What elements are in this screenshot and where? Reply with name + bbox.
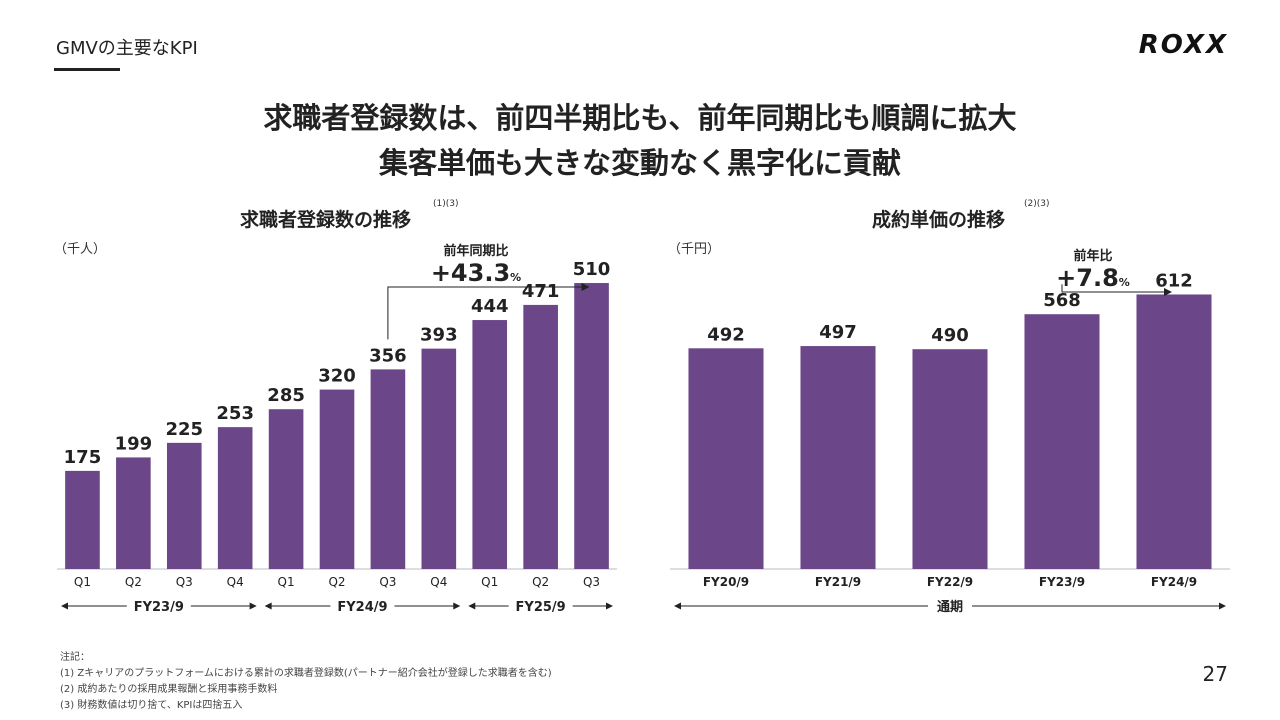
bar [688, 348, 764, 569]
data-label: 510 [573, 259, 611, 280]
bar [1024, 314, 1100, 569]
growth-value: +43.3% [431, 259, 521, 287]
bar [912, 349, 988, 569]
data-label: 253 [216, 403, 254, 424]
bar [166, 442, 202, 569]
data-label: 356 [369, 345, 407, 366]
group-arrowhead-left [674, 602, 681, 610]
bar [574, 283, 609, 569]
group-label: FY24/9 [337, 600, 387, 615]
growth-value-unit: % [1119, 276, 1130, 289]
x-tick-label: Q4 [430, 575, 447, 589]
growth-value-unit: % [510, 271, 521, 284]
growth-arrowhead [1164, 288, 1172, 296]
data-label: 225 [165, 419, 203, 440]
growth-value-number: +43.3 [431, 259, 510, 287]
data-label: 497 [819, 322, 857, 343]
x-tick-label: Q1 [481, 575, 498, 589]
headline-line-1: 求職者登録数は、前四半期比も、前年同期比も順調に拡大 [263, 101, 1017, 135]
bar [472, 320, 508, 569]
group-label: 通期 [937, 599, 963, 615]
footnote-2: (2) 成約あたりの採用成果報酬と採用事務手数料 [60, 684, 278, 695]
data-label: 492 [707, 324, 745, 345]
bar [65, 470, 100, 569]
x-tick-label: Q2 [532, 575, 549, 589]
chart-title-unit-price: 成約単価の推移 [872, 209, 1006, 231]
headline-line-2: 集客単価も大きな変動なく黒字化に貢献 [378, 146, 901, 180]
x-tick-label: Q2 [125, 575, 142, 589]
x-tick-label: Q3 [176, 575, 193, 589]
data-label: 320 [318, 366, 356, 387]
chart-title-note-unit-price: (2)(3) [1024, 199, 1050, 209]
growth-connector [387, 286, 582, 340]
data-label: 393 [420, 325, 458, 346]
data-label: 490 [931, 325, 969, 346]
data-label: 471 [522, 281, 560, 302]
x-tick-label: FY22/9 [927, 575, 973, 589]
page-number: 27 [1202, 662, 1228, 686]
footnotes: 注記： (1) Zキャリアのプラットフォームにおける累計の求職者登録数(パートナ… [60, 650, 552, 714]
chart-title-registrations: 求職者登録数の推移 [240, 209, 412, 231]
x-tick-label: FY21/9 [815, 575, 861, 589]
group-arrowhead-left [61, 602, 68, 610]
x-tick-label: Q1 [278, 575, 295, 589]
x-tick-label: FY23/9 [1039, 575, 1085, 589]
bar [421, 348, 457, 569]
growth-connector [1061, 284, 1164, 293]
bar [370, 369, 406, 569]
growth-label: 前年比 [1073, 248, 1112, 264]
bar [116, 457, 151, 569]
data-label: 568 [1043, 290, 1081, 311]
data-label: 175 [64, 447, 102, 468]
group-arrowhead-left [264, 602, 272, 610]
bar [523, 304, 558, 569]
registrations-bar-chart: 175 Q1 199 Q2 225 Q3 253 Q4 285 Q1 320 Q2 356 Q3 393 Q4… [57, 243, 617, 615]
bar [319, 389, 355, 569]
bar [217, 427, 253, 569]
x-tick-label: Q2 [328, 575, 345, 589]
unit-label-unit-price: （千円） [668, 242, 721, 257]
data-label: 612 [1155, 270, 1193, 291]
company-logo: ROXX [1138, 30, 1228, 60]
growth-value: +7.8% [1056, 264, 1130, 292]
unit-price-bar-chart: 492 FY20/9 497 FY21/9 490 FY22/9 568 FY23/9 612 F… [670, 248, 1230, 615]
data-label: 444 [471, 296, 509, 317]
bar [1136, 294, 1212, 569]
bar [800, 346, 876, 569]
footnote-heading: 注記： [60, 652, 90, 663]
bar [268, 409, 304, 569]
growth-value-number: +7.8 [1056, 264, 1119, 292]
x-tick-label: Q3 [379, 575, 396, 589]
growth-label: 前年同期比 [443, 243, 508, 259]
group-arrowhead-right [249, 602, 257, 610]
section-label: GMVの主要なKPI [56, 38, 198, 59]
group-label: FY25/9 [516, 600, 566, 615]
data-label: 199 [115, 433, 153, 454]
x-tick-label: Q4 [227, 575, 244, 589]
x-tick-label: FY20/9 [703, 575, 749, 589]
group-arrowhead-right [606, 602, 613, 610]
data-label: 285 [267, 385, 305, 406]
group-arrowhead-right [453, 602, 461, 610]
x-tick-label: Q1 [74, 575, 91, 589]
footnote-1: (1) Zキャリアのプラットフォームにおける累計の求職者登録数(パートナー紹介会… [60, 668, 552, 679]
group-arrowhead-right [1219, 602, 1226, 610]
group-label: FY23/9 [134, 600, 184, 615]
unit-label-registrations: （千人） [54, 242, 107, 257]
growth-arrowhead [581, 283, 590, 291]
x-tick-label: Q3 [583, 575, 600, 589]
section-underline [54, 68, 120, 71]
group-arrowhead-left [468, 602, 476, 610]
x-tick-label: FY24/9 [1151, 575, 1197, 589]
chart-title-note-registrations: (1)(3) [433, 199, 459, 209]
footnote-3: (3) 財務数値は切り捨て、KPIは四捨五入 [60, 700, 243, 711]
